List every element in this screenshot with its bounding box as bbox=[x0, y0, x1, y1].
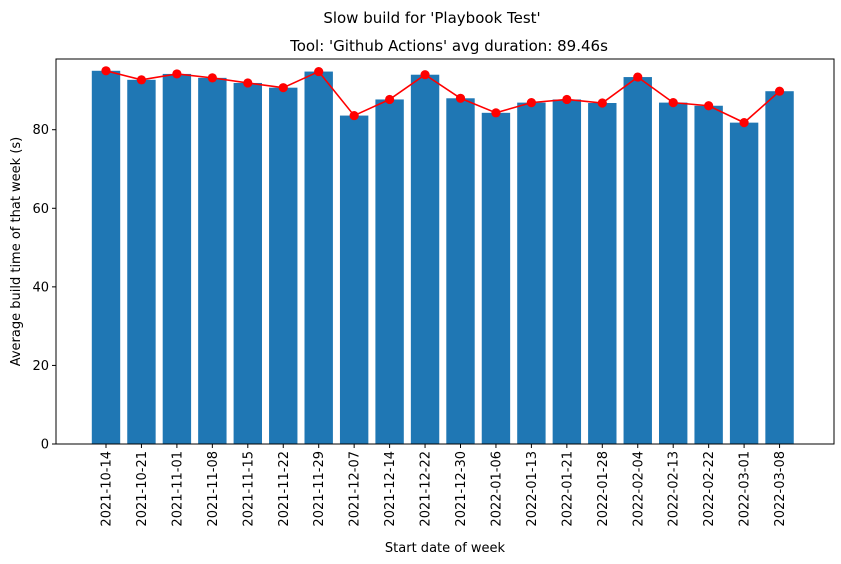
plot-area: 0 20 40 60 80 2021-10-14 2021-10-21 2021-11-01 2… bbox=[32, 66, 794, 527]
line-point-2021-11-08 bbox=[207, 73, 217, 83]
x-tick-label: 2022-01-13 bbox=[525, 451, 540, 527]
line-point-2021-11-15 bbox=[243, 78, 253, 88]
line-point-2021-11-01 bbox=[172, 69, 182, 79]
line-point-2022-03-08 bbox=[774, 86, 785, 96]
x-tick-label: 2022-02-04 bbox=[631, 451, 646, 527]
bar-2021-11-15 bbox=[233, 82, 262, 445]
line-point-2022-01-06 bbox=[491, 108, 501, 118]
y-tick-label: 0 bbox=[41, 438, 49, 453]
x-tick-label: 2021-12-14 bbox=[383, 451, 398, 527]
bar-2021-10-21 bbox=[127, 79, 156, 444]
x-tick-label: 2022-02-13 bbox=[667, 451, 682, 527]
x-tick-label: 2022-01-06 bbox=[489, 451, 504, 527]
x-tick-label: 2021-12-22 bbox=[419, 451, 434, 527]
line-point-2021-11-22 bbox=[278, 83, 288, 93]
line-point-2022-02-22 bbox=[704, 101, 714, 111]
bar-2022-02-22 bbox=[694, 105, 723, 444]
x-tick-label: 2021-10-14 bbox=[100, 451, 115, 527]
y-tick-label: 60 bbox=[32, 202, 49, 217]
axes-frame bbox=[55, 58, 835, 445]
line-point-2022-02-13 bbox=[668, 98, 678, 108]
x-tick-label: 2021-11-01 bbox=[170, 451, 185, 527]
x-tick-label: 2021-11-08 bbox=[206, 451, 221, 527]
bar-2021-10-14 bbox=[91, 70, 121, 444]
x-axis-label: Start date of week bbox=[385, 541, 506, 556]
y-tick-label: 20 bbox=[32, 359, 49, 374]
x-tick-label: 2021-12-30 bbox=[454, 451, 469, 527]
line-point-2021-12-22 bbox=[420, 70, 430, 80]
x-tick-label: 2022-03-01 bbox=[738, 451, 753, 527]
x-tick-label: 2022-03-08 bbox=[773, 451, 788, 527]
chart-suptitle: Slow build for 'Playbook Test' bbox=[323, 9, 540, 27]
bar-2022-01-06 bbox=[481, 112, 511, 444]
bar-2022-02-04 bbox=[623, 77, 652, 444]
bar-2021-12-14 bbox=[375, 99, 404, 445]
line-point-2022-01-13 bbox=[526, 98, 537, 108]
y-tick-label: 40 bbox=[32, 280, 49, 295]
bar-2022-01-28 bbox=[588, 103, 617, 444]
x-tick-label: 2022-02-22 bbox=[702, 451, 717, 527]
bar-2022-03-08 bbox=[765, 91, 794, 445]
bar-2021-11-22 bbox=[269, 87, 298, 445]
bar-2021-11-29 bbox=[304, 71, 333, 444]
x-tick-label: 2021-10-21 bbox=[135, 451, 150, 527]
bar-2022-03-01 bbox=[729, 122, 759, 444]
x-tick-label: 2021-11-22 bbox=[277, 451, 292, 527]
bar-2021-12-07 bbox=[339, 115, 369, 444]
x-tick-label: 2021-12-07 bbox=[348, 451, 363, 527]
bar-2021-11-01 bbox=[162, 73, 192, 445]
line-point-2021-11-29 bbox=[314, 66, 324, 77]
line-point-2022-01-21 bbox=[562, 94, 572, 105]
line-point-2021-12-14 bbox=[385, 94, 395, 105]
line-point-2021-12-07 bbox=[349, 110, 359, 121]
series-line bbox=[105, 70, 781, 124]
line-point-2021-10-14 bbox=[101, 66, 111, 76]
line-point-2021-12-30 bbox=[455, 93, 466, 103]
bar-2022-01-21 bbox=[552, 99, 582, 445]
y-axis-label: Average build time of that week (s) bbox=[9, 137, 24, 367]
x-tick-label: 2022-01-21 bbox=[560, 451, 575, 527]
y-tick-label: 80 bbox=[32, 123, 49, 138]
line-point-2021-10-21 bbox=[136, 75, 147, 85]
bar-2022-02-13 bbox=[659, 102, 688, 445]
x-tick-label: 2022-01-28 bbox=[596, 451, 611, 527]
line-point-2022-02-04 bbox=[633, 72, 643, 82]
chart-title: Tool: 'Github Actions' avg duration: 89.… bbox=[289, 37, 608, 55]
x-tick-label: 2021-11-29 bbox=[312, 451, 327, 527]
x-tick-label: 2021-11-15 bbox=[241, 451, 256, 527]
bar-2021-12-30 bbox=[446, 98, 475, 444]
bar-2021-12-22 bbox=[410, 74, 440, 445]
line-point-2022-03-01 bbox=[739, 118, 749, 128]
bar-2022-01-13 bbox=[517, 102, 546, 445]
line-point-2022-01-28 bbox=[597, 98, 607, 108]
bar-2021-11-08 bbox=[198, 77, 227, 445]
